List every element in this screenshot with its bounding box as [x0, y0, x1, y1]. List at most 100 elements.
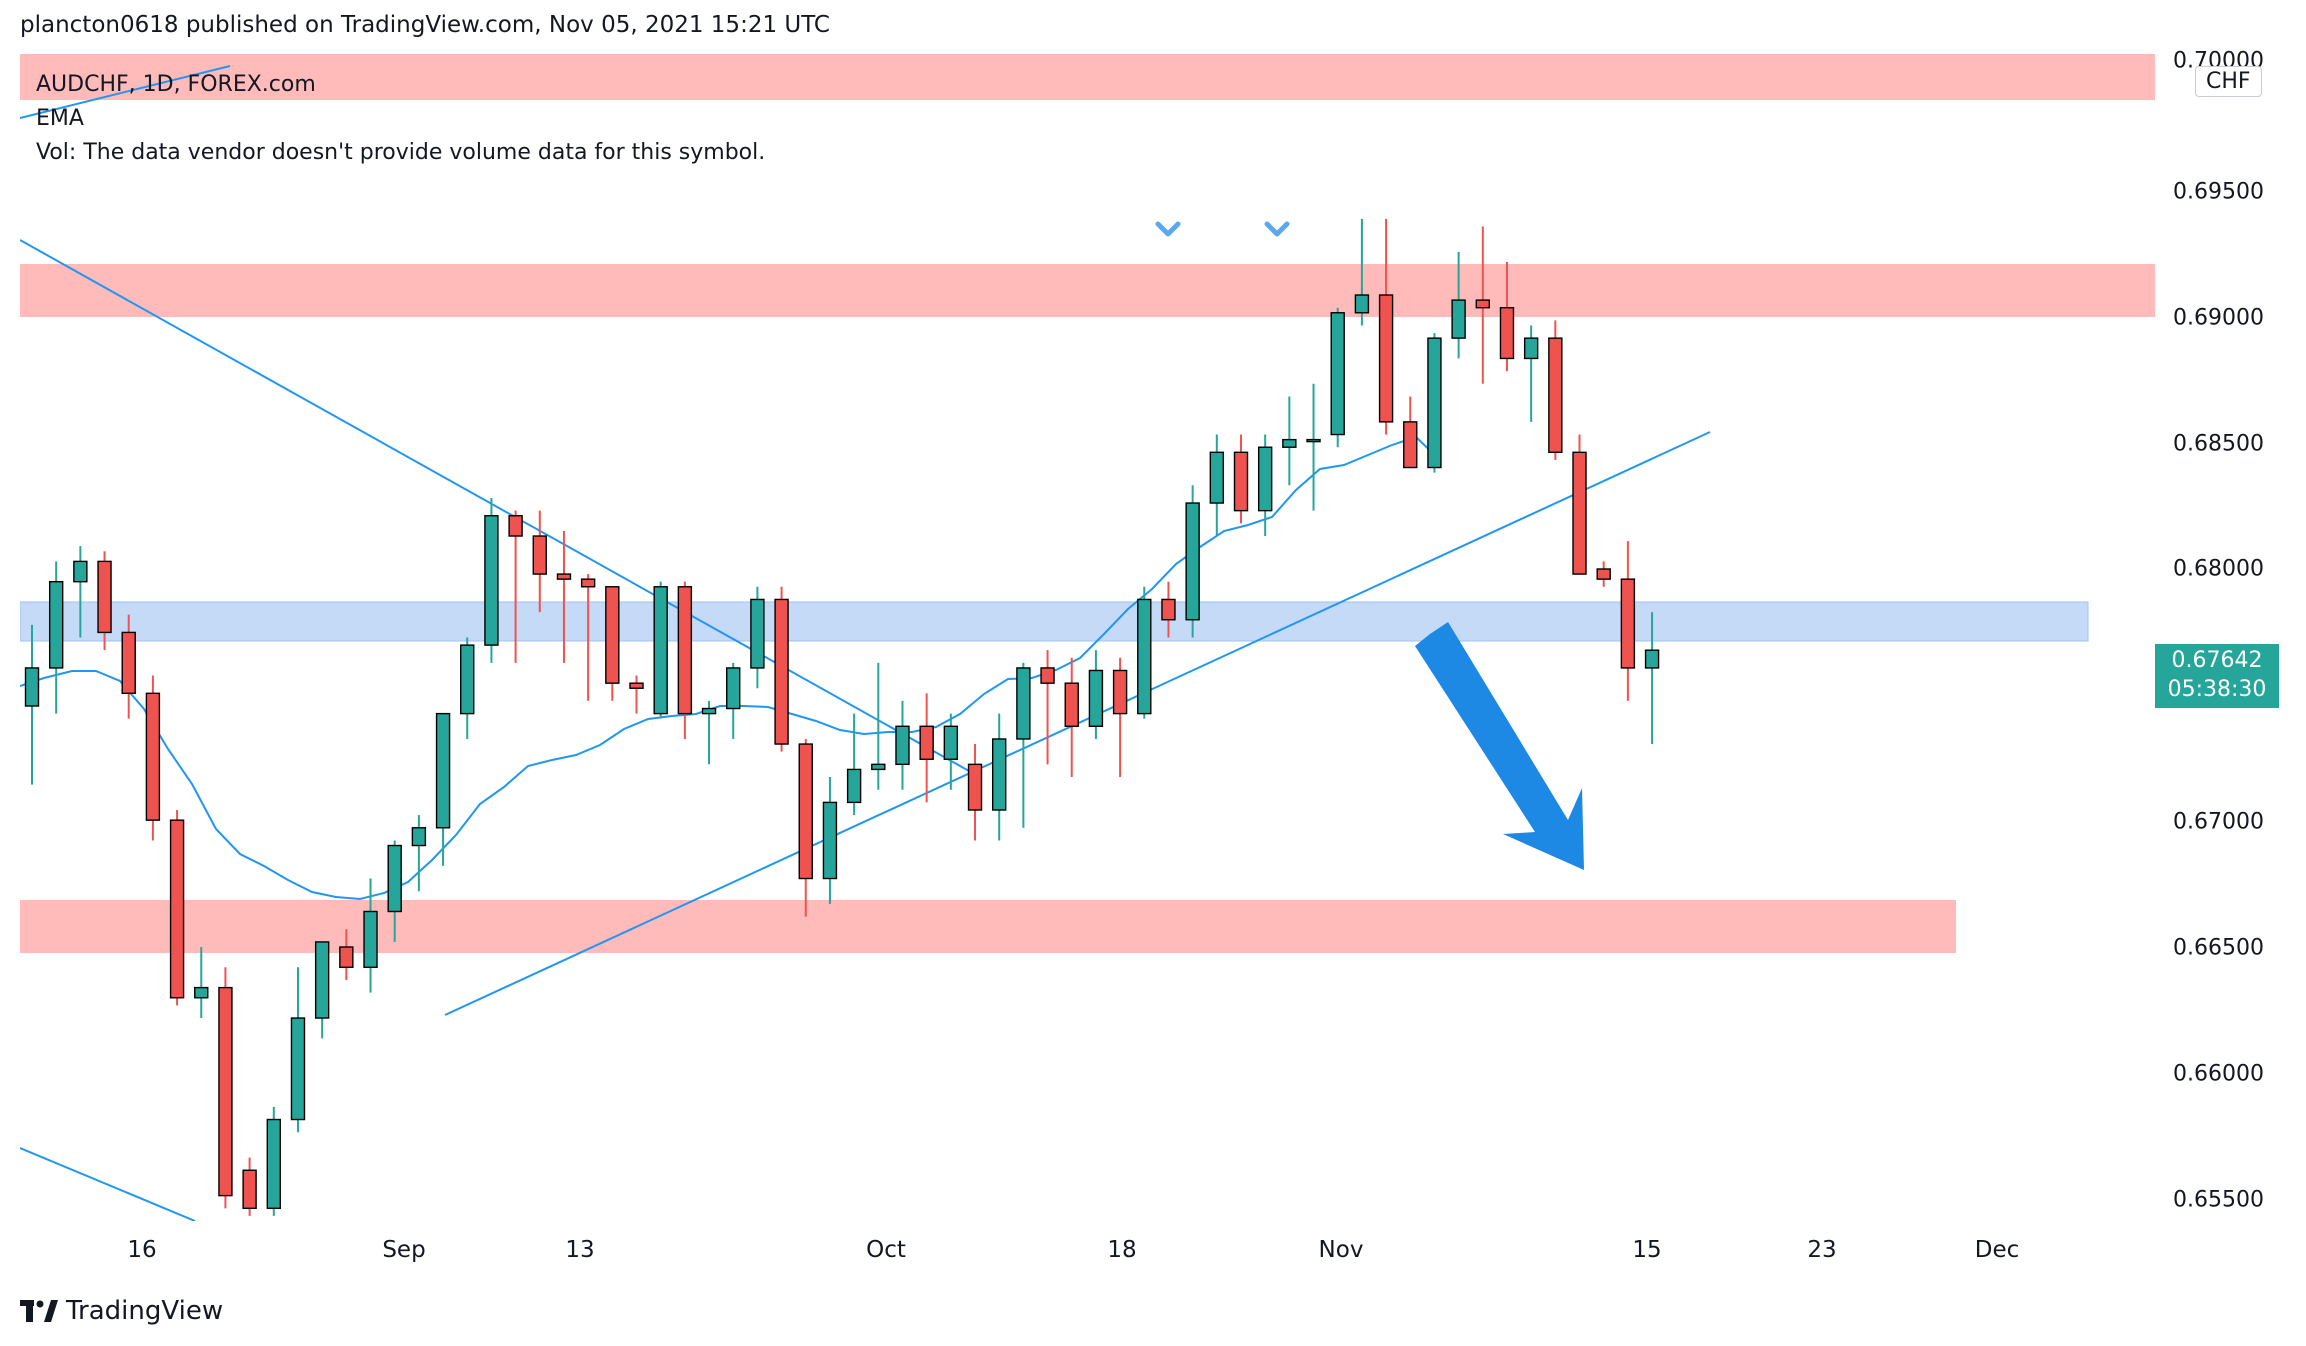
- forecast-arrow: [1415, 622, 1584, 870]
- candle-down: [1233, 451, 1249, 512]
- price-tick: 0.68500: [2173, 431, 2264, 457]
- candle-down: [605, 586, 620, 684]
- candle-down: [629, 682, 644, 689]
- candle-up: [1644, 649, 1660, 669]
- chart-plot-area[interactable]: AUDCHF, 1D, FOREX.com EMA Vol: The data …: [20, 54, 2155, 1221]
- bar-countdown: 05:38:30: [2167, 677, 2267, 702]
- candle-up: [1257, 446, 1273, 512]
- date-tick: 15: [1632, 1237, 1662, 1263]
- candle-up: [895, 725, 910, 766]
- legend-symbol[interactable]: AUDCHF, 1D, FOREX.com: [36, 72, 316, 97]
- candle-up: [1330, 312, 1345, 436]
- date-tick: Sep: [382, 1237, 426, 1263]
- date-tick: Nov: [1318, 1237, 1364, 1263]
- candle-up: [1185, 502, 1200, 621]
- candle-up: [387, 844, 402, 913]
- candle-down: [677, 586, 693, 715]
- candle-up: [24, 667, 40, 707]
- double-top-markers: [1155, 221, 1290, 237]
- candle-down: [1040, 667, 1055, 684]
- last-price-value: 0.67642: [2171, 648, 2263, 673]
- price-axis[interactable]: 0.70000 CHF 0.69500 0.69000 0.68500 0.68…: [2155, 49, 2306, 1221]
- last-price-label: 0.67642 05:38:30: [2155, 644, 2279, 708]
- candle-up: [1427, 337, 1442, 469]
- date-tick: Oct: [866, 1237, 906, 1263]
- candle-down: [1161, 598, 1176, 621]
- candle-down: [1064, 682, 1079, 727]
- candle-up: [411, 827, 427, 847]
- candle-up: [1306, 438, 1321, 443]
- date-tick: Dec: [1974, 1237, 2020, 1263]
- candle-down: [1378, 294, 1394, 423]
- price-tick: 0.69000: [2173, 305, 2264, 331]
- candlestick-series: [24, 218, 1660, 1216]
- candle-up: [1354, 294, 1370, 314]
- candle-down: [121, 631, 136, 695]
- price-tick: 0.66000: [2173, 1061, 2264, 1087]
- candle-up: [992, 738, 1007, 811]
- brand-name: TradingView: [66, 1296, 224, 1326]
- candle-up: [822, 801, 838, 880]
- candle-up: [363, 910, 378, 969]
- resistance-zone-top: [20, 54, 2155, 100]
- candle-down: [218, 986, 233, 1197]
- candle-down: [556, 573, 572, 580]
- top-marker-1: [1155, 221, 1181, 237]
- candle-down: [919, 725, 934, 760]
- candle-up: [1282, 438, 1297, 448]
- price-tick: 0.69500: [2173, 179, 2264, 205]
- legend-ema[interactable]: EMA: [36, 106, 84, 131]
- tradingview-brand[interactable]: TradingView: [20, 1296, 223, 1326]
- candle-up: [1016, 667, 1031, 740]
- candle-up: [1209, 451, 1225, 504]
- resistance-zone-mid: [20, 264, 2155, 317]
- currency-label[interactable]: CHF: [2195, 66, 2262, 97]
- publisher-line: plancton0618 published on TradingView.co…: [20, 12, 830, 38]
- candle-down: [1403, 421, 1418, 469]
- candle-down: [145, 692, 161, 821]
- date-tick: 16: [127, 1237, 157, 1263]
- trendline-top-left: [20, 65, 231, 119]
- candle-down: [1548, 337, 1563, 454]
- candle-down: [967, 763, 983, 811]
- price-tick: 0.68000: [2173, 556, 2264, 582]
- candle-up: [653, 586, 668, 715]
- candle-up: [73, 560, 88, 583]
- candle-up: [1451, 299, 1466, 339]
- candle-up: [1523, 337, 1539, 360]
- candle-down: [1596, 568, 1611, 580]
- time-axis[interactable]: 16 Sep 13 Oct 18 Nov 15 23 Dec: [20, 1221, 2155, 1279]
- candle-up: [266, 1118, 282, 1210]
- candle-up: [460, 644, 475, 715]
- support-zone-bottom: [20, 900, 1956, 953]
- candle-down: [97, 560, 112, 634]
- candle-up: [726, 667, 741, 710]
- tradingview-logo-icon: [20, 1300, 58, 1322]
- candle-down: [169, 819, 185, 999]
- date-tick: 13: [565, 1237, 595, 1263]
- trendline-bottom-left: [20, 1147, 196, 1221]
- candle-up: [871, 763, 886, 771]
- candle-down: [774, 598, 789, 745]
- candle-down: [508, 515, 523, 537]
- candle-up: [750, 598, 765, 669]
- price-tick: 0.65500: [2173, 1187, 2264, 1213]
- candle-down: [1475, 299, 1491, 309]
- candle-up: [314, 941, 330, 1019]
- support-zone-blue: [20, 601, 2089, 642]
- chart-legend: AUDCHF, 1D, FOREX.com EMA Vol: The data …: [36, 68, 765, 170]
- candle-down: [1620, 578, 1636, 669]
- candle-down: [242, 1169, 257, 1210]
- price-tick: 0.66500: [2173, 935, 2264, 961]
- candle-down: [580, 578, 596, 588]
- date-tick: 18: [1107, 1237, 1137, 1263]
- candle-down: [339, 946, 354, 969]
- candle-down: [1112, 669, 1128, 715]
- legend-volume-note: Vol: The data vendor doesn't provide vol…: [36, 140, 766, 165]
- candle-down: [798, 743, 813, 880]
- candle-up: [846, 768, 862, 804]
- chart-svg: [20, 54, 2155, 1221]
- candle-up: [943, 725, 959, 760]
- candle-up: [48, 580, 64, 669]
- trendline-down-main: [20, 239, 979, 777]
